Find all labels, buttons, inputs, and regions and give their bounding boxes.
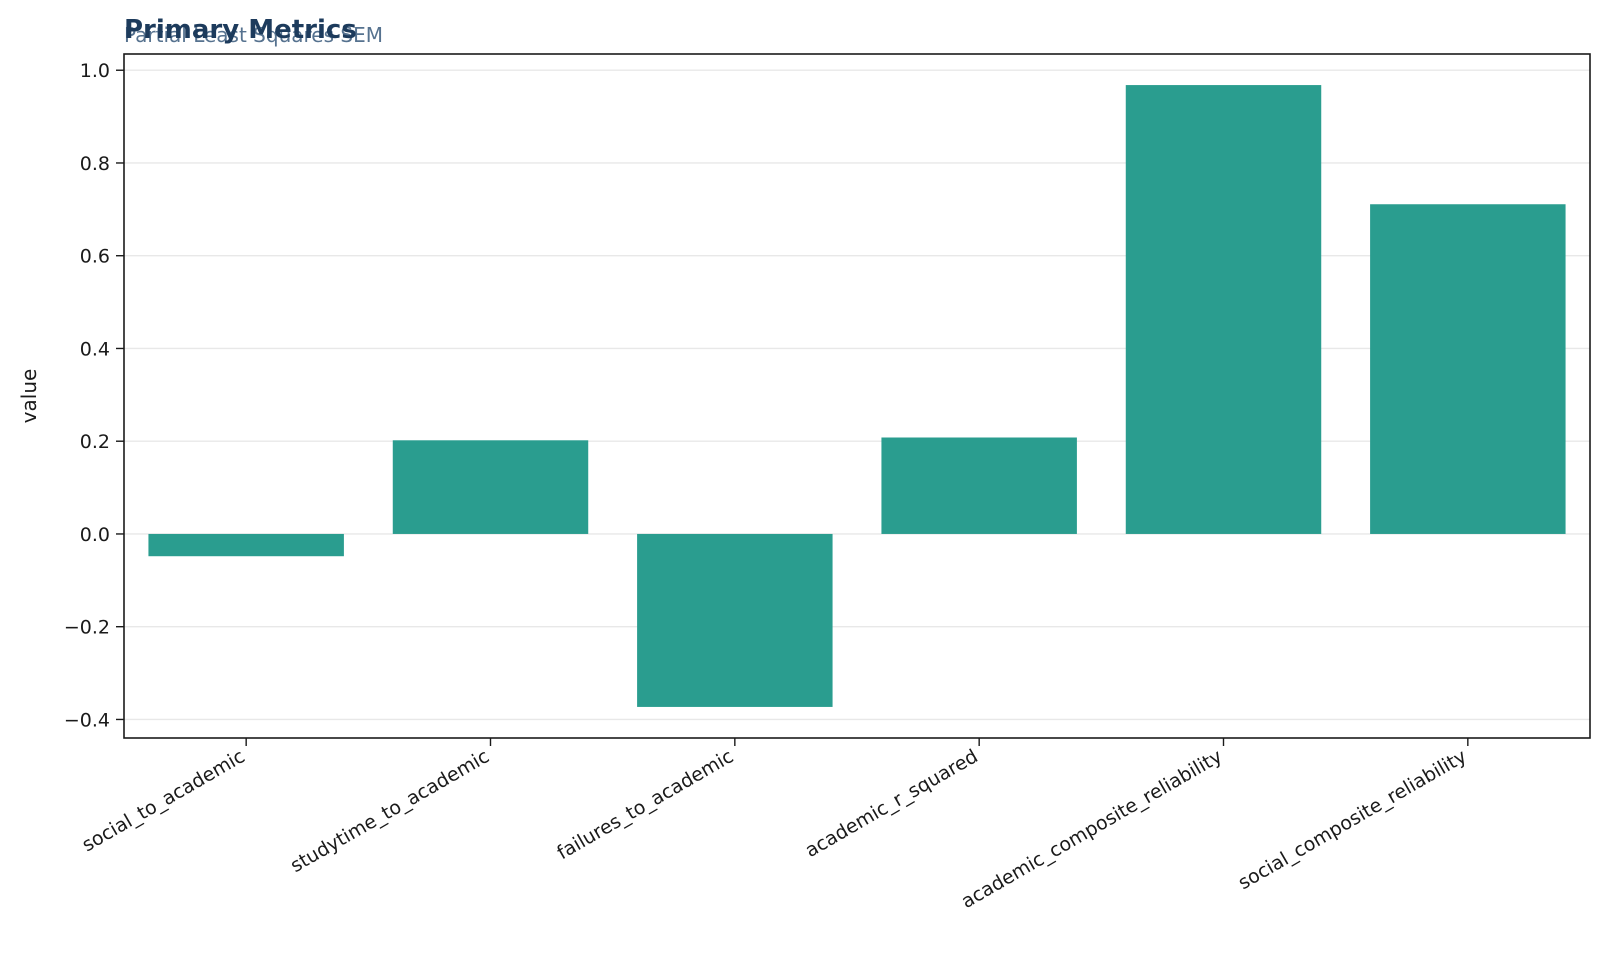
y-tick-label: 0.8 xyxy=(80,153,110,175)
y-tick-label: 0.6 xyxy=(80,246,110,268)
y-tick-label: 1.0 xyxy=(80,60,110,82)
bars xyxy=(148,85,1566,707)
bar-failures_to_academic xyxy=(637,533,833,707)
x-tick-label: social_composite_reliability xyxy=(1234,745,1470,894)
y-tick-label: −0.2 xyxy=(64,617,110,639)
bar-academic_r_squared xyxy=(881,437,1077,534)
chart-subtitle: Partial Least Squares SEM xyxy=(124,23,383,47)
x-tick-label: studytime_to_academic xyxy=(287,745,493,877)
bar-social_to_academic xyxy=(148,533,344,557)
y-axis-ticks: −0.4 −0.2 0.0 0.2 0.4 0.6 0.8 1.0 xyxy=(64,60,124,731)
bar-academic_composite_reliability xyxy=(1125,85,1322,534)
x-tick-label: social_to_academic xyxy=(78,745,248,856)
y-axis-label: value xyxy=(17,369,41,424)
y-tick-label: 0.4 xyxy=(80,338,110,360)
plot-frame xyxy=(123,53,1591,739)
x-axis-ticks: social_to_academic studytime_to_academic f… xyxy=(78,738,1470,913)
y-tick-label: 0.2 xyxy=(80,431,110,453)
chart-title: Primary Metrics xyxy=(124,15,357,45)
x-tick-label: academic_r_squared xyxy=(802,745,982,862)
grid-lines xyxy=(124,69,1590,721)
x-tick-label: academic_composite_reliability xyxy=(958,745,1226,913)
y-tick-label: −0.4 xyxy=(64,709,110,731)
bar-studytime_to_academic xyxy=(392,440,589,534)
y-tick-label: 0.0 xyxy=(80,524,110,546)
x-tick-label: failures_to_academic xyxy=(553,745,737,864)
bar-social_composite_reliability xyxy=(1370,204,1566,534)
